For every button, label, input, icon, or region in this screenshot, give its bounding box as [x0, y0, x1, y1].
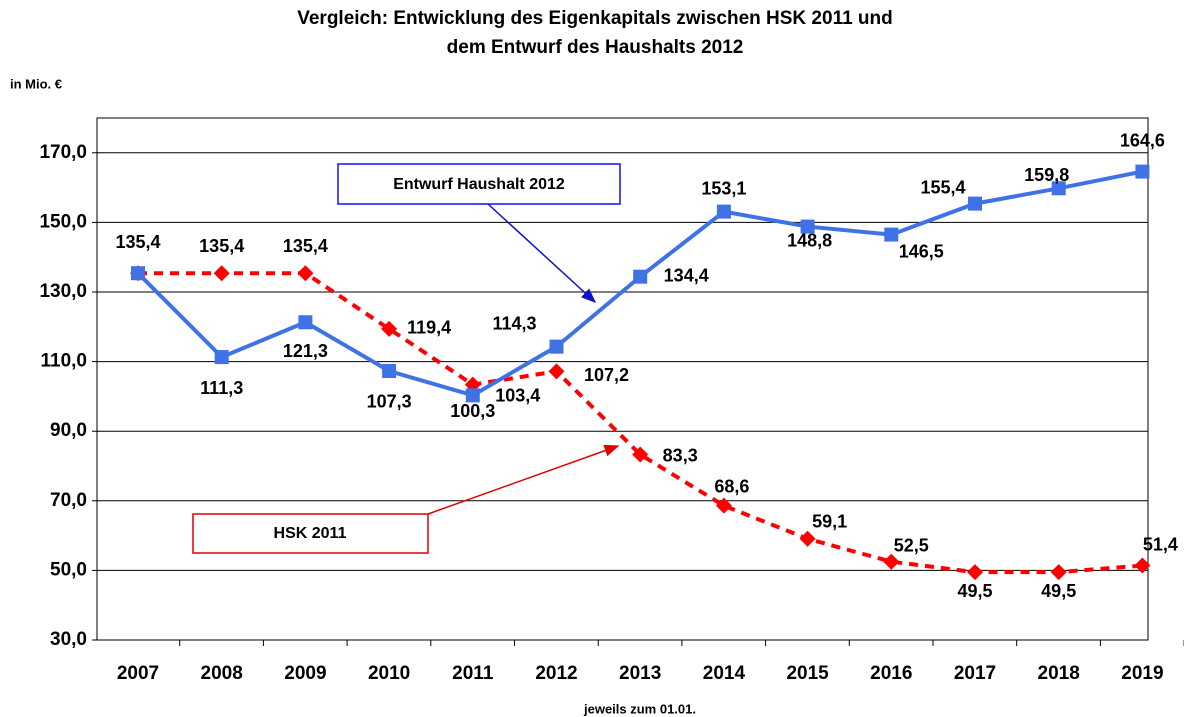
data-label: 68,6 — [714, 476, 749, 496]
marker — [381, 320, 398, 337]
marker — [633, 269, 648, 284]
x-tick-label: 2011 — [452, 663, 494, 684]
marker — [1050, 564, 1067, 581]
marker — [800, 219, 815, 234]
data-label: 103,4 — [495, 385, 540, 405]
data-label: 49,5 — [1041, 581, 1076, 601]
chart-title: dem Entwurf des Haushalts 2012 — [447, 37, 744, 58]
legend-box — [337, 163, 621, 205]
marker — [214, 350, 229, 365]
annotation-arrow — [427, 444, 620, 515]
data-label: 83,3 — [663, 445, 698, 465]
x-tick-label: 2019 — [1121, 663, 1163, 684]
x-tick-label: 2018 — [1038, 663, 1080, 684]
data-label: 107,3 — [367, 392, 412, 412]
y-tick-label: 30,0 — [50, 629, 87, 650]
marker — [799, 530, 816, 547]
marker — [632, 446, 649, 463]
data-label: 52,5 — [894, 535, 929, 555]
marker — [884, 227, 899, 242]
y-tick-label: 170,0 — [39, 142, 87, 163]
marker — [298, 315, 313, 330]
data-label: 51,4 — [1143, 534, 1178, 554]
marker — [297, 265, 314, 282]
y-tick-label: 110,0 — [41, 351, 88, 372]
legend-box — [192, 513, 429, 554]
marker — [548, 363, 565, 380]
y-tick-label: 90,0 — [50, 420, 87, 441]
x-tick-label: 2012 — [535, 663, 577, 684]
marker — [131, 266, 145, 281]
data-label: 146,5 — [899, 241, 944, 261]
data-label: 100,3 — [450, 401, 495, 421]
marker — [716, 204, 731, 219]
marker — [883, 553, 900, 570]
y-tick-label: 50,0 — [50, 559, 87, 580]
data-label: 135,4 — [283, 236, 328, 256]
x-tick-label: 2013 — [619, 663, 661, 684]
data-label: 111,3 — [200, 378, 243, 398]
y-tick-label: 70,0 — [50, 490, 87, 511]
x-tick-label: 2014 — [703, 663, 746, 684]
data-label: 155,4 — [920, 177, 965, 197]
x-tick-label: 2017 — [954, 663, 996, 684]
x-tick-label: 2007 — [117, 663, 159, 684]
x-tick-label: 2016 — [870, 663, 912, 684]
y-tick-label: 150,0 — [39, 211, 87, 232]
x-tick-label: 2008 — [201, 663, 243, 684]
x-axis-label: jeweils zum 01.01. — [583, 701, 696, 716]
data-label: 135,4 — [199, 236, 244, 256]
data-label: 159,8 — [1024, 165, 1069, 185]
marker — [549, 339, 564, 354]
data-label: 121,3 — [283, 341, 328, 361]
data-label: 134,4 — [664, 265, 709, 285]
marker — [1134, 557, 1151, 574]
chart-title: Vergleich: Entwicklung des Eigenkapitals… — [297, 8, 893, 29]
y-axis-label: in Mio. € — [10, 76, 62, 91]
x-tick-label: 2015 — [786, 663, 829, 684]
y-tick-label: 130,0 — [39, 281, 87, 302]
x-tick-label: 2009 — [284, 663, 326, 684]
marker — [382, 363, 397, 378]
data-label: 164,6 — [1120, 130, 1165, 150]
data-label: 114,3 — [492, 313, 536, 333]
data-label: 119,4 — [407, 318, 451, 338]
legend-label: Entwurf Haushalt 2012 — [393, 176, 565, 193]
marker — [968, 196, 982, 211]
annotation-arrow — [487, 203, 597, 304]
x-tick-label: 2010 — [368, 663, 410, 684]
data-label: 153,1 — [701, 178, 746, 198]
data-label: 148,8 — [787, 230, 832, 250]
marker — [213, 265, 230, 282]
data-label: 49,5 — [957, 581, 992, 601]
data-label: 107,2 — [584, 365, 629, 385]
marker — [967, 564, 983, 581]
marker — [1051, 181, 1066, 196]
data-label: 59,1 — [812, 511, 847, 531]
legend-label: HSK 2011 — [274, 525, 347, 542]
data-label: 135,4 — [115, 232, 160, 252]
marker — [465, 388, 480, 403]
marker — [715, 497, 732, 514]
marker — [1135, 164, 1150, 179]
